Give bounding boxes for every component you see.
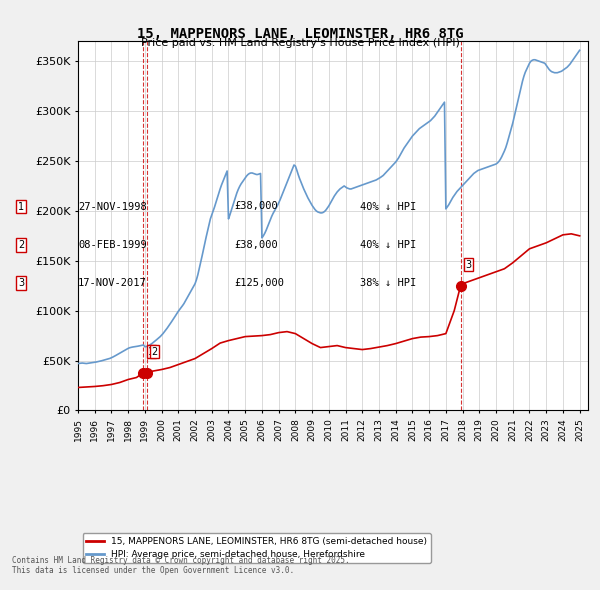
Text: 17-NOV-2017: 17-NOV-2017 [78,278,147,288]
Text: Price paid vs. HM Land Registry's House Price Index (HPI): Price paid vs. HM Land Registry's House … [140,38,460,48]
Text: 40% ↓ HPI: 40% ↓ HPI [360,202,416,211]
Text: 1: 1 [18,202,24,211]
Text: Contains HM Land Registry data © Crown copyright and database right 2025.
This d: Contains HM Land Registry data © Crown c… [12,556,350,575]
Text: 2: 2 [18,240,24,250]
Legend: 15, MAPPENORS LANE, LEOMINSTER, HR6 8TG (semi-detached house), HPI: Average pric: 15, MAPPENORS LANE, LEOMINSTER, HR6 8TG … [83,533,431,563]
Text: £38,000: £38,000 [234,240,278,250]
Text: 27-NOV-1998: 27-NOV-1998 [78,202,147,211]
Text: 08-FEB-1999: 08-FEB-1999 [78,240,147,250]
Text: £125,000: £125,000 [234,278,284,288]
Text: 1: 1 [148,346,154,356]
Text: 3: 3 [466,260,472,270]
Text: 15, MAPPENORS LANE, LEOMINSTER, HR6 8TG: 15, MAPPENORS LANE, LEOMINSTER, HR6 8TG [137,27,463,41]
Text: 38% ↓ HPI: 38% ↓ HPI [360,278,416,288]
Text: 2: 2 [152,346,158,356]
Text: 40% ↓ HPI: 40% ↓ HPI [360,240,416,250]
Text: £38,000: £38,000 [234,202,278,211]
Text: 3: 3 [18,278,24,288]
